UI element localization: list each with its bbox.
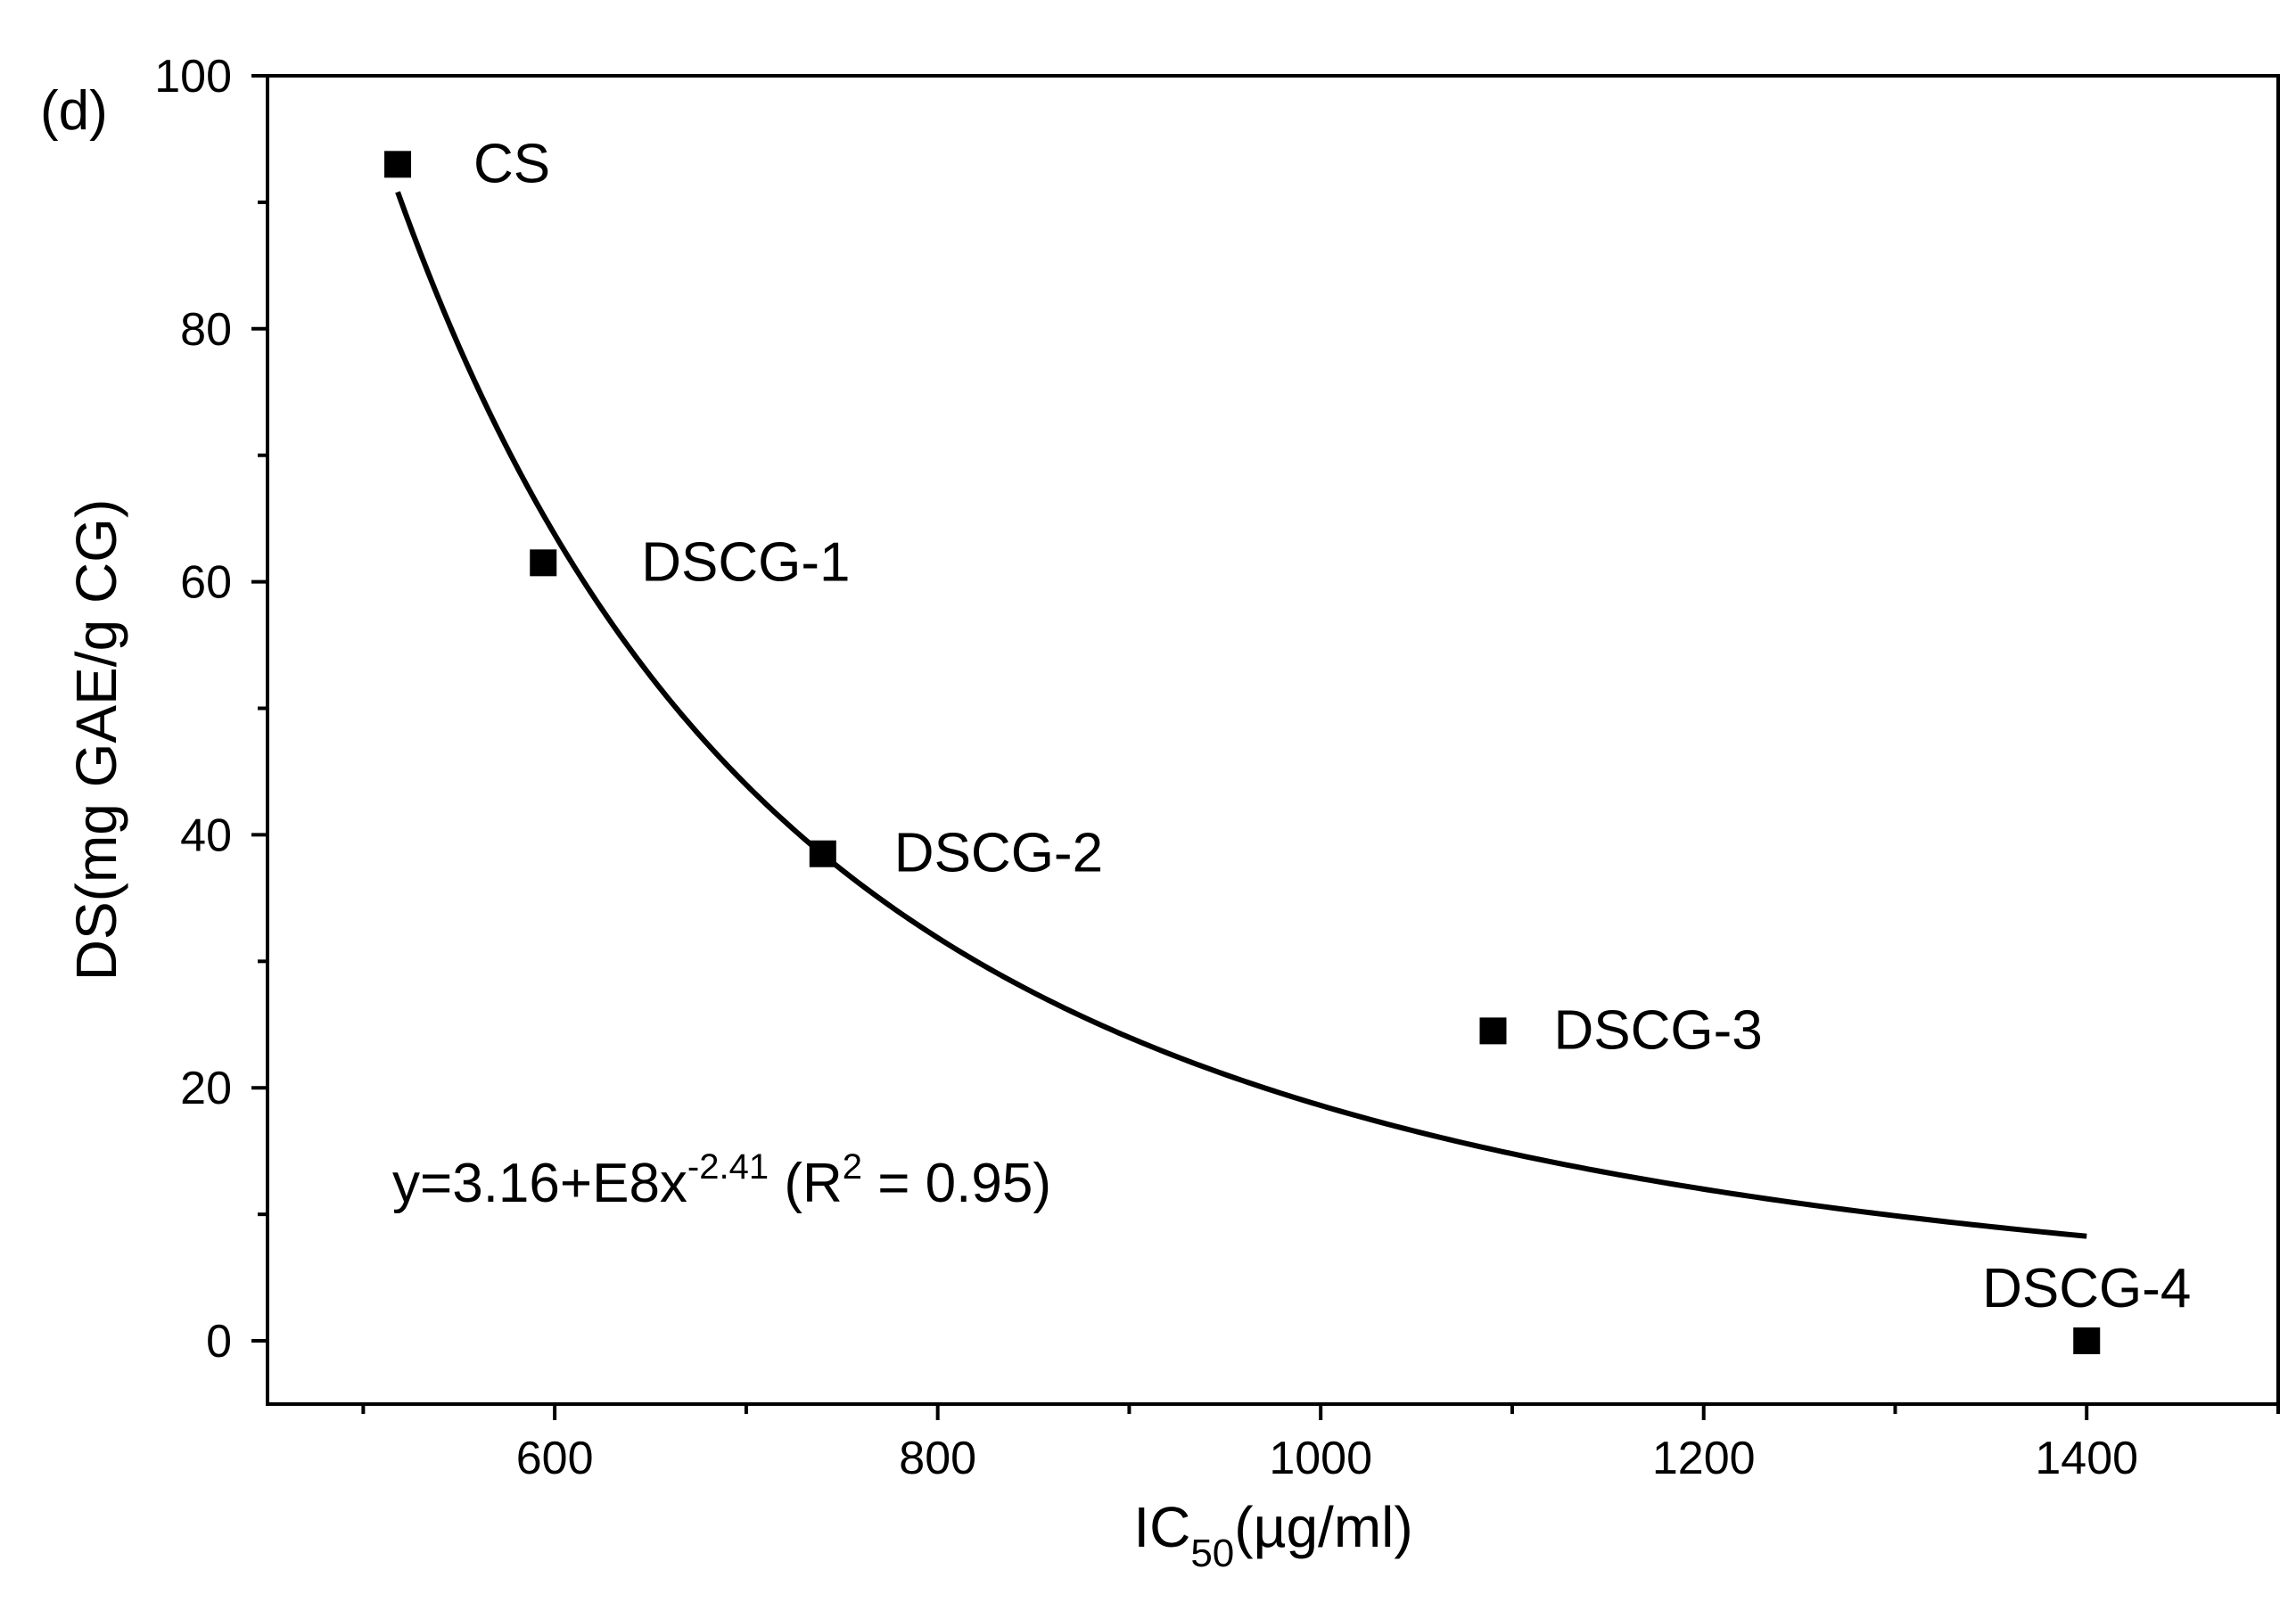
x-axis-title-unit: (µg/ml) xyxy=(1234,1495,1412,1559)
fit-equation: y=3.16+E8x-2.41 (R2 = 0.95) xyxy=(392,1147,1051,1214)
point-label: DSCG-2 xyxy=(894,823,1103,884)
x-tick-label: 1200 xyxy=(1652,1433,1756,1484)
x-axis: 600 800 1000 1200 1400 xyxy=(361,1404,2280,1484)
point-label: DSCG-3 xyxy=(1553,999,1762,1061)
x-tick-label: 800 xyxy=(899,1433,976,1484)
y-tick-label: 40 xyxy=(180,809,232,861)
data-point xyxy=(809,840,836,867)
y-tick-label: 100 xyxy=(154,51,232,103)
x-axis-title-subscript: 50 xyxy=(1190,1532,1234,1575)
data-point xyxy=(2073,1327,2101,1355)
x-tick-label: 1000 xyxy=(1269,1433,1372,1484)
plot-frame xyxy=(266,74,2280,1406)
equation-main: y=3.16+E8x xyxy=(392,1153,687,1214)
x-tick-label: 600 xyxy=(516,1433,594,1484)
y-axis: 0 20 40 60 80 100 xyxy=(154,51,267,1368)
x-axis-title-main: IC xyxy=(1133,1495,1190,1559)
fit-curve xyxy=(395,191,2087,1239)
y-tick-label: 60 xyxy=(180,557,232,609)
x-tick-label: 1400 xyxy=(2035,1433,2138,1484)
equation-r: (R xyxy=(769,1153,843,1214)
y-tick-label: 80 xyxy=(180,304,232,356)
data-points-layer: CS DSCG-1 DSCG-2 DSCG-3 DSCG-4 xyxy=(384,133,2191,1355)
x-axis-title: IC50(µg/ml) xyxy=(1133,1495,1412,1575)
y-tick-label: 0 xyxy=(206,1316,232,1368)
equation-r-superscript: 2 xyxy=(843,1147,862,1187)
panel-label: (d) xyxy=(40,80,108,142)
data-point xyxy=(384,151,412,178)
point-label: DSCG-4 xyxy=(1982,1258,2191,1319)
point-label: CS xyxy=(473,133,550,194)
y-axis-title: DS(mg GAE/g CG) xyxy=(64,499,128,982)
fit-curve-layer xyxy=(395,191,2087,1239)
equation-exponent: -2.41 xyxy=(687,1147,769,1187)
y-tick-label: 20 xyxy=(180,1063,232,1114)
point-label: DSCG-1 xyxy=(641,531,850,593)
equation-r-value: = 0.95) xyxy=(862,1153,1051,1214)
data-point xyxy=(530,549,557,577)
data-point xyxy=(1479,1017,1507,1045)
